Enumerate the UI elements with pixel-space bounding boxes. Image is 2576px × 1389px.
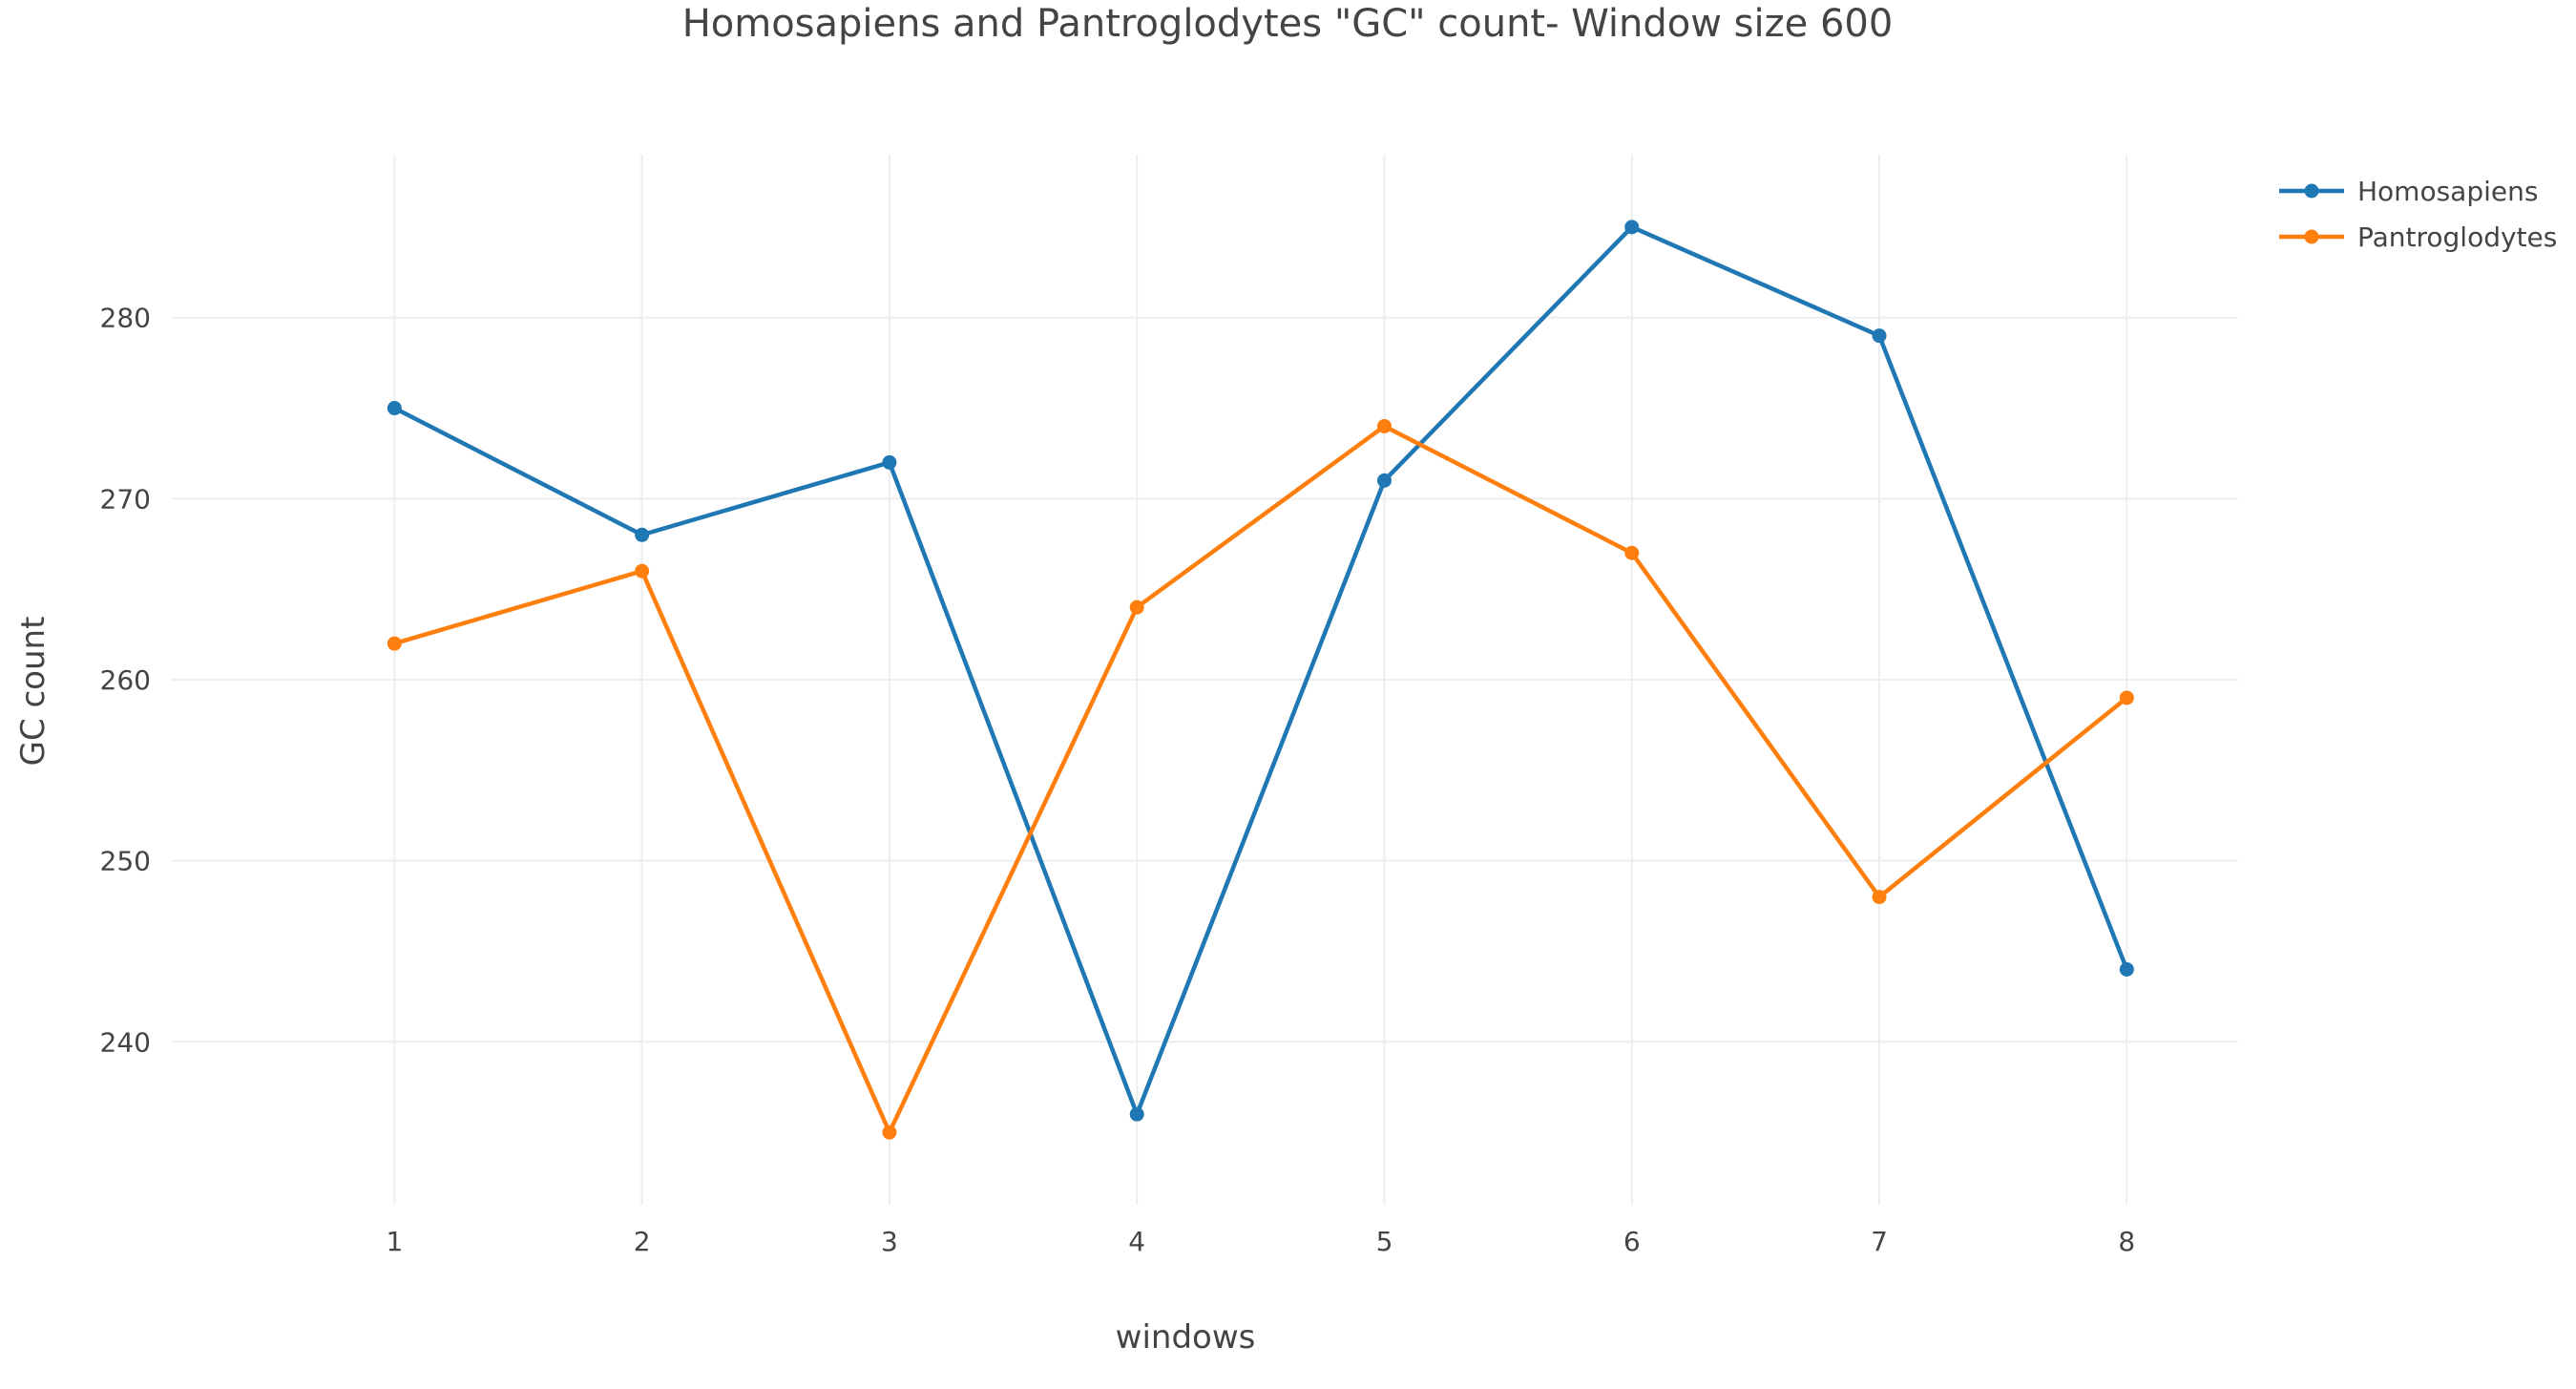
data-point-pantroglodytes xyxy=(882,1125,897,1140)
x-tick-label: 3 xyxy=(881,1226,898,1257)
data-point-pantroglodytes xyxy=(1624,545,1640,560)
data-point-homosapiens xyxy=(2119,961,2134,977)
data-point-pantroglodytes xyxy=(635,563,650,579)
data-point-homosapiens xyxy=(1624,220,1640,235)
legend-label: Homosapiens xyxy=(2357,176,2538,207)
series-pantroglodytes xyxy=(387,418,2134,1140)
x-tick-label: 5 xyxy=(1376,1226,1393,1257)
x-tick-label: 2 xyxy=(634,1226,651,1257)
data-point-homosapiens xyxy=(1872,328,1887,344)
legend-label: Pantroglodytes xyxy=(2357,221,2557,253)
data-point-homosapiens xyxy=(882,454,897,470)
data-point-homosapiens xyxy=(387,401,402,416)
series-line-pantroglodytes xyxy=(392,424,2129,1135)
series-line-homosapiens xyxy=(392,224,2129,1117)
series-homosapiens xyxy=(387,220,2134,1122)
y-axis-title: GC count xyxy=(14,617,52,767)
data-point-pantroglodytes xyxy=(1129,600,1144,615)
x-tick-label: 6 xyxy=(1623,1226,1641,1257)
y-tick-label: 260 xyxy=(100,664,151,696)
y-gridlines xyxy=(172,316,2238,1043)
y-tick-labels: 240 250 260 270 280 xyxy=(100,303,151,1059)
chart-title: Homosapiens and Pantroglodytes "GC" coun… xyxy=(682,2,1894,46)
y-tick-label: 250 xyxy=(100,846,151,877)
x-tick-label: 8 xyxy=(2118,1226,2135,1257)
data-point-pantroglodytes xyxy=(2119,690,2134,705)
x-tick-label: 7 xyxy=(1871,1226,1888,1257)
data-point-homosapiens xyxy=(635,527,650,542)
data-point-pantroglodytes xyxy=(387,636,402,651)
legend-item-homosapiens: Homosapiens xyxy=(2279,176,2538,207)
legend-marker xyxy=(2304,183,2319,199)
data-point-pantroglodytes xyxy=(1376,418,1392,433)
y-tick-label: 280 xyxy=(100,303,151,334)
y-tick-label: 270 xyxy=(100,483,151,515)
x-tick-label: 1 xyxy=(386,1226,403,1257)
series-layer xyxy=(387,220,2134,1140)
x-axis-title: windows xyxy=(1116,1318,1256,1357)
legend-marker xyxy=(2304,229,2319,244)
data-point-pantroglodytes xyxy=(1872,890,1887,905)
y-tick-label: 240 xyxy=(100,1026,151,1058)
x-tick-label: 4 xyxy=(1128,1226,1145,1257)
legend-item-pantroglodytes: Pantroglodytes xyxy=(2279,221,2557,253)
x-tick-labels: 1 2 3 4 5 6 7 8 xyxy=(386,1226,2135,1257)
legend: Homosapiens Pantroglodytes xyxy=(2279,176,2557,253)
data-point-homosapiens xyxy=(1129,1106,1144,1122)
data-point-homosapiens xyxy=(1376,473,1392,488)
